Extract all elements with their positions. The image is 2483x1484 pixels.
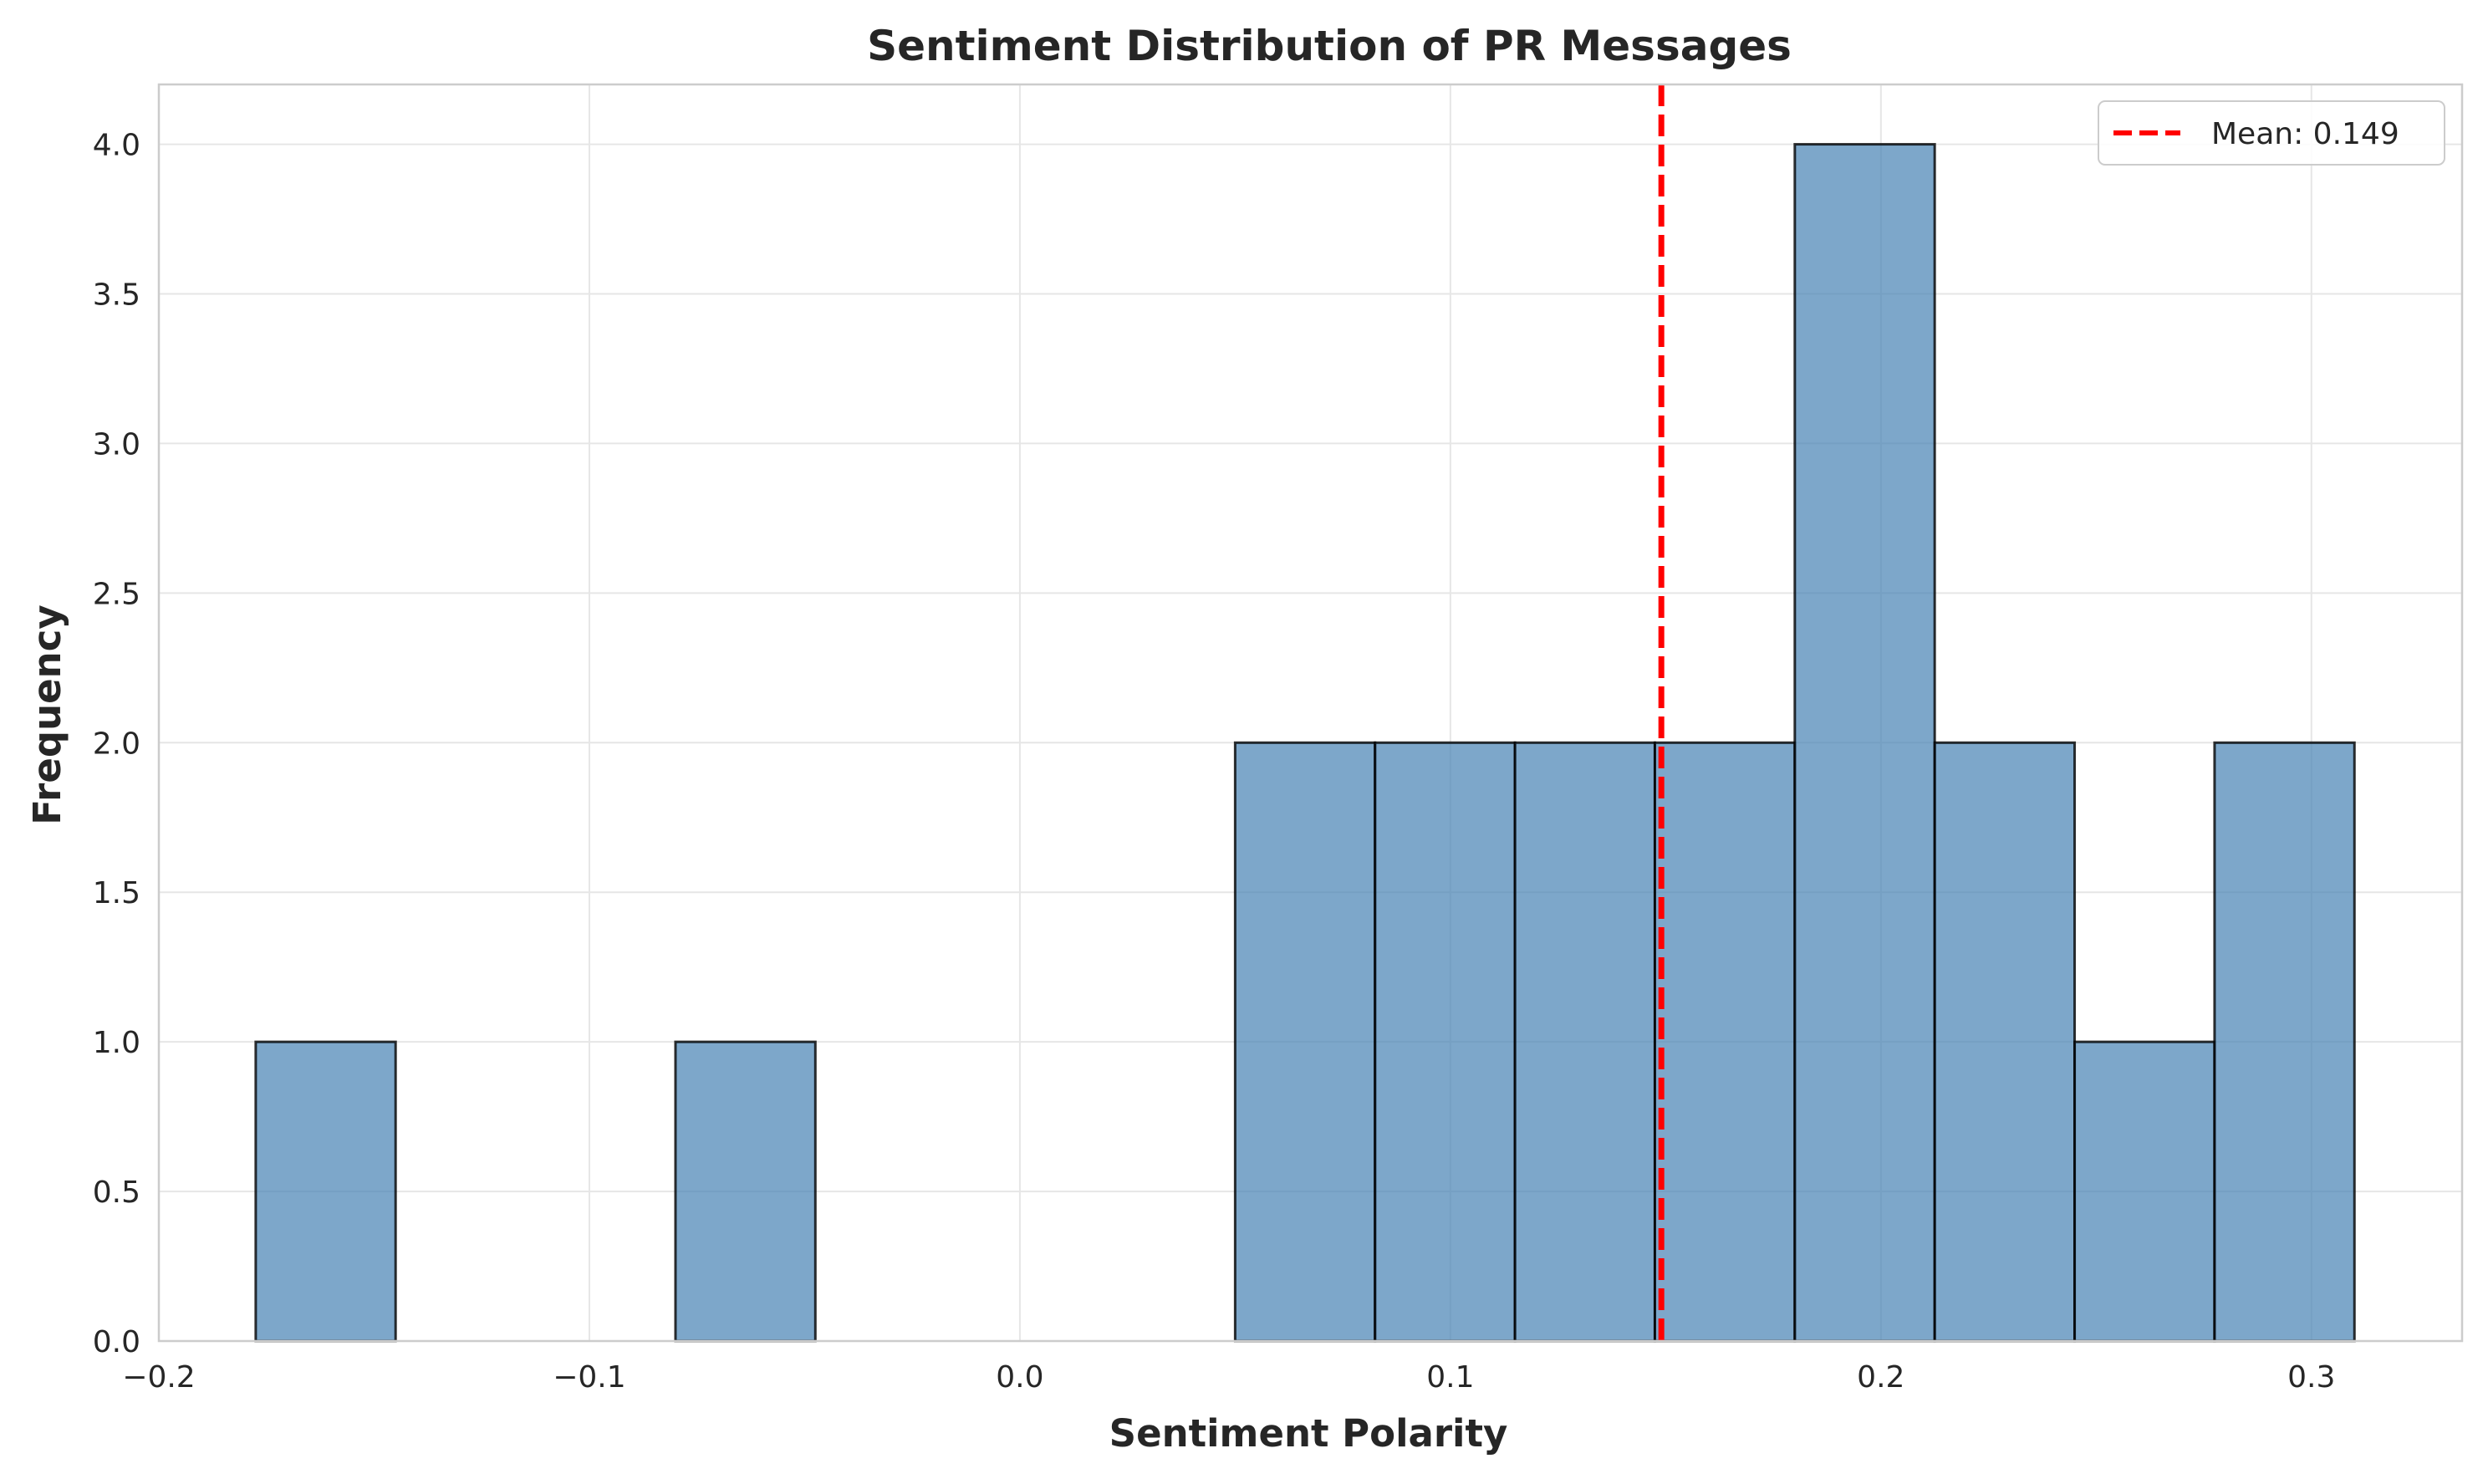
x-tick-label: 0.1 [1426, 1360, 1474, 1395]
histogram-bar [2213, 741, 2356, 1343]
y-tick-label: 3.5 [93, 278, 140, 313]
x-axis-label: Sentiment Polarity [1109, 1411, 1508, 1456]
x-tick-label: 0.3 [2287, 1360, 2335, 1395]
y-tick-label: 4.0 [93, 129, 140, 163]
y-tick-label: 1.5 [93, 876, 140, 910]
y-tick-label: 1.0 [93, 1026, 140, 1060]
y-tick-label: 0.5 [93, 1175, 140, 1210]
histogram-bar [1653, 741, 1797, 1343]
y-tick-label: 2.5 [93, 577, 140, 611]
histogram-bar [254, 1040, 397, 1343]
y-tick-label: 2.0 [93, 727, 140, 761]
x-tick-label: −0.2 [122, 1360, 195, 1395]
histogram-bar [1374, 741, 1517, 1343]
legend: Mean: 0.149 [2098, 100, 2445, 166]
y-axis-label: Frequency [25, 604, 69, 824]
legend-box [2098, 100, 2445, 166]
y-tick-label: 3.0 [93, 427, 140, 462]
y-tick-label: 0.0 [93, 1325, 140, 1359]
histogram-bar [1933, 741, 2077, 1343]
histogram-bar [1793, 143, 1936, 1343]
x-axis-ticks: −0.2 −0.1 0.0 0.1 0.2 0.3 [122, 1360, 2335, 1395]
y-axis-ticks: 0.0 0.5 1.0 1.5 2.0 2.5 3.0 3.5 4.0 [93, 129, 140, 1359]
histogram-bars [254, 143, 2356, 1343]
histogram-bar [674, 1040, 817, 1343]
histogram-bar [1513, 741, 1656, 1343]
legend-label-mean: Mean: 0.149 [2211, 117, 2399, 151]
x-tick-label: −0.1 [553, 1360, 625, 1395]
histogram-bar [2073, 1040, 2216, 1343]
chart-title: Sentiment Distribution of PR Messages [867, 22, 1792, 70]
plot-border [157, 83, 2464, 1343]
plot-frame [157, 83, 2464, 1343]
histogram-bar [1233, 741, 1377, 1343]
x-tick-label: 0.2 [1857, 1360, 1904, 1395]
x-tick-label: 0.0 [996, 1360, 1043, 1395]
